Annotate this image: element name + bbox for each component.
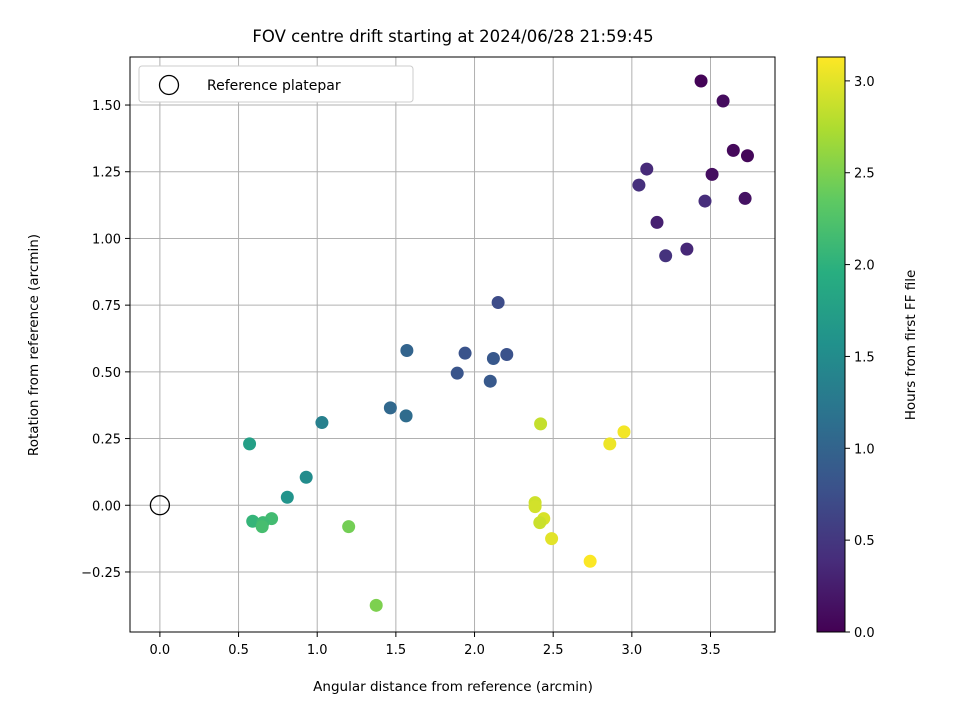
- data-point: [583, 554, 597, 568]
- legend: Reference platepar: [138, 65, 414, 103]
- y-tick-label: 1.50: [92, 99, 121, 114]
- colorbar-tick-label: 2.5: [854, 167, 875, 182]
- y-tick-label: 0.75: [92, 299, 121, 314]
- data-point: [399, 409, 413, 423]
- data-points: [149, 74, 754, 612]
- data-point: [500, 348, 514, 362]
- data-point: [491, 295, 505, 309]
- reference-platepar-point: [149, 495, 171, 516]
- colorbar-frame: [816, 56, 846, 633]
- data-point: [726, 143, 740, 157]
- data-point: [342, 520, 356, 534]
- data-point: [632, 178, 646, 192]
- x-tick-label: 0.0: [150, 643, 171, 658]
- colorbar-tick-label: 1.0: [854, 442, 875, 457]
- x-axis-label: Angular distance from reference (arcmin): [313, 679, 593, 695]
- data-point: [400, 344, 414, 358]
- data-point: [740, 149, 754, 163]
- colorbar-tick-label: 3.0: [854, 75, 875, 90]
- data-point: [617, 425, 631, 439]
- data-point: [255, 520, 269, 534]
- x-tick-label: 2.0: [464, 643, 485, 658]
- data-point: [640, 162, 654, 176]
- colorbar-label: Hours from first FF file: [903, 270, 919, 421]
- x-tick-label: 1.5: [386, 643, 407, 658]
- data-point: [650, 215, 664, 229]
- data-point: [483, 374, 497, 388]
- data-point: [243, 437, 257, 451]
- colorbar-tick-label: 0.5: [854, 534, 875, 549]
- colorbar-gradient: [817, 57, 845, 632]
- y-tick-label: 1.25: [92, 166, 121, 181]
- data-point: [458, 346, 472, 360]
- data-point: [659, 249, 673, 263]
- x-axis-ticks: 0.0 0.5 1.0 1.5 2.0 2.5 3.0 3.5: [150, 632, 721, 658]
- data-point: [450, 366, 464, 380]
- data-point: [738, 191, 752, 205]
- y-tick-label: 0.00: [92, 499, 121, 514]
- colorbar-tick-label: 2.0: [854, 259, 875, 274]
- data-point: [680, 242, 694, 256]
- x-tick-label: 2.5: [543, 643, 564, 658]
- colorbar-ticks: 0.0 0.5 1.0 1.5 2.0 2.5 3.0: [845, 75, 875, 641]
- legend-label-reference: Reference platepar: [207, 78, 341, 94]
- y-axis-label: Rotation from reference (arcmin): [26, 234, 42, 456]
- data-point: [528, 500, 542, 514]
- x-tick-label: 1.0: [307, 643, 328, 658]
- y-tick-label: −0.25: [81, 566, 121, 581]
- colorbar-tick-label: 0.0: [854, 626, 875, 641]
- data-point: [534, 417, 548, 431]
- legend-box: [138, 65, 414, 103]
- y-tick-label: 1.00: [92, 232, 121, 247]
- colorbar-tick-label: 1.5: [854, 350, 875, 365]
- x-tick-label: 0.5: [228, 643, 249, 658]
- data-point: [533, 516, 547, 530]
- plot-frame: [129, 56, 776, 633]
- data-point: [315, 416, 329, 430]
- y-axis-ticks: −0.25 0.00 0.25 0.50 0.75 1.00 1.25 1.50: [81, 99, 130, 581]
- data-point: [705, 167, 719, 181]
- data-point: [383, 401, 397, 415]
- data-point: [603, 437, 617, 451]
- data-point: [545, 532, 559, 546]
- data-point: [716, 94, 730, 108]
- colorbar: 0.0 0.5 1.0 1.5 2.0 2.5 3.0 Hours from first F…: [816, 56, 919, 641]
- legend-marker-reference: [158, 74, 180, 96]
- y-tick-label: 0.25: [92, 433, 121, 448]
- grid: [130, 57, 775, 632]
- data-point: [698, 194, 712, 208]
- data-point: [280, 490, 294, 504]
- x-tick-label: 3.0: [621, 643, 642, 658]
- y-tick-label: 0.50: [92, 366, 121, 381]
- data-point: [694, 74, 708, 88]
- data-point: [299, 470, 313, 484]
- data-point: [246, 514, 260, 528]
- x-tick-label: 3.5: [700, 643, 721, 658]
- data-point: [369, 598, 383, 612]
- data-point: [486, 352, 500, 366]
- chart-title: FOV centre drift starting at 2024/06/28 …: [252, 27, 653, 46]
